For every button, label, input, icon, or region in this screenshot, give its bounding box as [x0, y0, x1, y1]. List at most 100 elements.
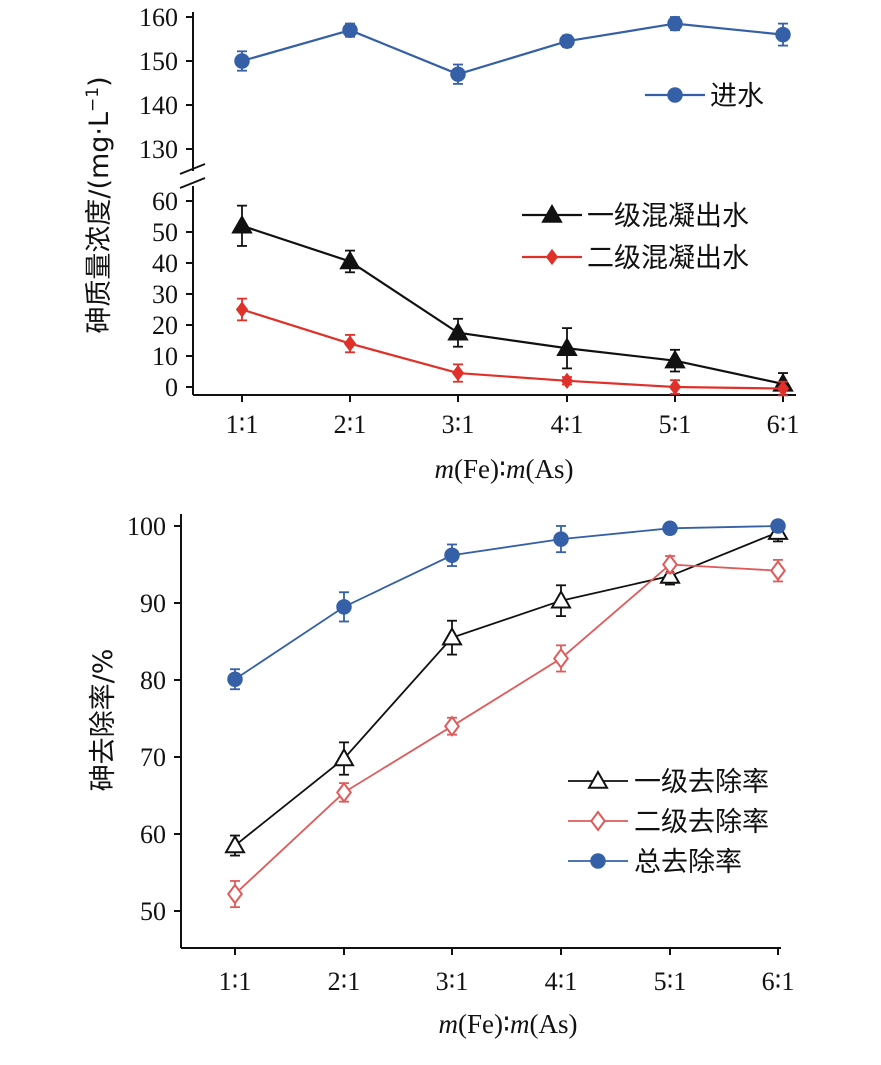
series-二级去除率 — [227, 553, 786, 909]
top-xtick-label: 5∶1 — [659, 410, 692, 439]
top-ytick-label: 140 — [139, 91, 178, 120]
data-point — [333, 747, 355, 767]
data-point — [668, 378, 682, 396]
top-xtick-label: 2∶1 — [334, 410, 367, 439]
data-point — [553, 647, 569, 670]
bottom-xtick-label: 6∶1 — [762, 967, 795, 996]
top-y-axis-label: 砷质量浓度/(mg·L−1) — [83, 76, 115, 333]
legend-label: 进水 — [710, 81, 764, 112]
top-ytick-label: 50 — [152, 218, 178, 247]
bottom-ytick-label: 70 — [140, 743, 166, 772]
legend-label: 一级去除率 — [634, 767, 769, 798]
top-xlabel-m1: m — [434, 454, 454, 484]
legend-item: 进水 — [645, 81, 764, 112]
bottom-y-axis-label: 砷去除率/% — [88, 649, 119, 792]
top-ytick-label: 130 — [139, 135, 178, 164]
data-point — [770, 518, 786, 534]
data-point — [444, 715, 460, 737]
data-point — [775, 26, 791, 43]
legend-marker — [587, 769, 609, 789]
legend-item: 一级混凝出水 — [522, 201, 749, 232]
top-ylabel-main: 砷质量浓度/(mg·L — [84, 112, 115, 334]
bottom-ytick-label: 50 — [140, 897, 166, 926]
bottom-ytick-label: 80 — [140, 666, 166, 695]
top-ylabel-close: ) — [84, 76, 115, 87]
top-ytick-label: 0 — [165, 373, 178, 402]
bottom-axes: 50 60 70 80 90 100 — [127, 512, 781, 955]
bottom-xlabel-p1: (Fe)∶ — [458, 1009, 510, 1039]
top-series-group — [231, 15, 794, 397]
top-ytick-label: 10 — [152, 342, 178, 371]
data-point — [450, 66, 466, 82]
top-xlabel-p1: (Fe)∶ — [454, 454, 506, 484]
series-line — [234, 563, 779, 895]
bottom-xtick-label: 4∶1 — [545, 967, 578, 996]
data-point — [336, 781, 352, 804]
bottom-xlabel-p2: (As) — [530, 1009, 578, 1039]
bottom-xlabel-m1: m — [438, 1009, 458, 1039]
top-ylabel-sup: −1 — [83, 87, 103, 112]
top-ytick-label: 30 — [152, 280, 178, 309]
data-point — [556, 337, 578, 356]
data-point — [447, 321, 469, 341]
series-line — [241, 224, 784, 385]
bottom-x-axis-label: m(Fe)∶m(As) — [438, 1009, 577, 1039]
top-ytick-label: 150 — [139, 47, 178, 76]
legend-marker — [590, 810, 606, 832]
series-一级去除率 — [224, 521, 789, 857]
data-point — [231, 214, 253, 234]
legend-label: 二级去除率 — [634, 807, 769, 838]
top-axis-break-mark — [179, 177, 206, 189]
bottom-xtick-label: 5∶1 — [654, 967, 687, 996]
top-ytick-label: 40 — [152, 249, 178, 278]
legend-item: 总去除率 — [568, 847, 742, 878]
top-xtick-label: 1∶1 — [226, 410, 259, 439]
top-xlabel-p2: (As) — [526, 454, 574, 484]
data-point — [553, 531, 569, 547]
data-point — [234, 53, 250, 69]
data-point — [451, 364, 465, 382]
bottom-xtick-label: 3∶1 — [436, 967, 469, 996]
series-二级混凝出水 — [235, 297, 790, 397]
data-point — [662, 520, 678, 537]
data-point — [664, 349, 686, 369]
data-point — [560, 372, 574, 389]
top-x-axis-label: m(Fe)∶m(As) — [434, 454, 573, 484]
top-xtick-label: 6∶1 — [767, 410, 800, 439]
series-总去除率 — [227, 518, 786, 691]
top-ytick-label: 160 — [139, 3, 178, 32]
data-point — [776, 380, 790, 397]
legend-label: 二级混凝出水 — [587, 243, 749, 274]
bottom-ytick-label: 60 — [140, 820, 166, 849]
series-line — [234, 531, 779, 847]
bottom-xtick-label: 1∶1 — [219, 967, 252, 996]
data-point — [550, 589, 572, 609]
top-axis-break-mark — [179, 163, 206, 175]
bottom-ytick-label: 90 — [140, 589, 166, 618]
data-point — [559, 33, 575, 49]
legend-item: 二级混凝出水 — [522, 243, 749, 274]
data-point — [336, 599, 352, 615]
data-point — [770, 559, 786, 582]
series-进水 — [234, 15, 791, 85]
data-point — [662, 553, 678, 576]
legend-item: 一级去除率 — [568, 767, 769, 798]
legend-marker — [590, 853, 606, 869]
legend-marker — [545, 248, 559, 266]
bottom-xtick-label: 2∶1 — [328, 967, 361, 996]
legend-label: 一级混凝出水 — [587, 201, 749, 232]
series-一级混凝出水 — [231, 204, 794, 396]
data-point — [441, 626, 463, 646]
legend-marker — [541, 203, 563, 223]
data-point — [235, 301, 249, 318]
legend-marker — [667, 87, 683, 103]
top-xtick-label: 4∶1 — [551, 410, 584, 439]
data-point — [667, 15, 683, 32]
top-xlabel-m2: m — [506, 454, 526, 484]
